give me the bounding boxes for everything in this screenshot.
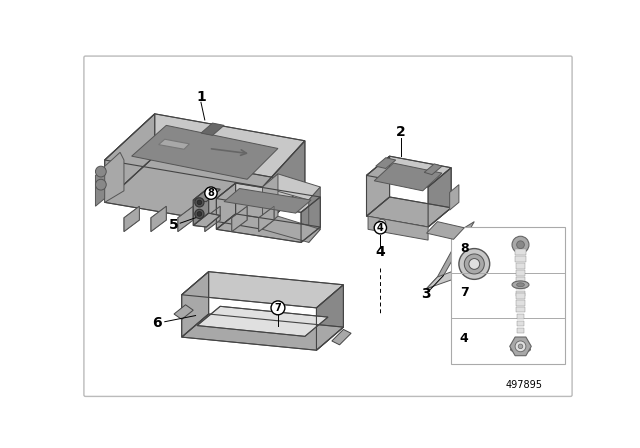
Circle shape (195, 198, 204, 207)
Polygon shape (450, 185, 459, 210)
Ellipse shape (511, 346, 531, 353)
Bar (515, 256, 525, 262)
Text: 4: 4 (460, 332, 468, 345)
Bar (516, 284, 525, 289)
Polygon shape (193, 213, 220, 227)
Polygon shape (193, 188, 209, 225)
Ellipse shape (516, 283, 524, 287)
Polygon shape (216, 183, 320, 212)
Polygon shape (376, 158, 396, 168)
Polygon shape (216, 214, 320, 242)
Polygon shape (367, 197, 451, 227)
Bar (517, 321, 524, 326)
Bar (516, 270, 525, 276)
Polygon shape (174, 305, 193, 319)
Ellipse shape (512, 281, 529, 289)
Polygon shape (262, 216, 320, 242)
Bar (516, 314, 524, 319)
Bar (516, 263, 525, 269)
Polygon shape (216, 183, 236, 229)
Circle shape (512, 236, 529, 253)
Polygon shape (332, 329, 351, 345)
Polygon shape (427, 222, 474, 289)
Polygon shape (151, 206, 166, 232)
Text: 8: 8 (207, 188, 214, 198)
Polygon shape (316, 285, 344, 350)
Polygon shape (182, 271, 209, 337)
Polygon shape (427, 222, 464, 239)
Text: 497895: 497895 (506, 380, 543, 390)
Bar (516, 293, 525, 299)
Circle shape (271, 301, 285, 315)
Polygon shape (428, 168, 451, 227)
Circle shape (516, 241, 524, 249)
Circle shape (459, 249, 490, 280)
Polygon shape (201, 123, 224, 135)
Polygon shape (368, 216, 428, 240)
Polygon shape (205, 206, 220, 232)
Circle shape (374, 222, 387, 234)
Polygon shape (182, 271, 344, 308)
Bar (516, 277, 525, 282)
Bar (515, 250, 526, 255)
Polygon shape (105, 114, 305, 187)
Polygon shape (424, 164, 442, 175)
Circle shape (464, 254, 484, 274)
Polygon shape (95, 168, 105, 206)
Text: 4: 4 (376, 246, 385, 259)
Polygon shape (374, 163, 442, 191)
Text: 7: 7 (460, 286, 468, 299)
Polygon shape (224, 189, 311, 213)
Circle shape (197, 211, 202, 216)
Text: 6: 6 (152, 316, 162, 330)
Circle shape (518, 344, 523, 349)
Polygon shape (262, 141, 305, 229)
Text: 2: 2 (396, 125, 406, 139)
Bar (517, 328, 524, 333)
Text: 8: 8 (460, 242, 468, 255)
Circle shape (469, 258, 480, 269)
Text: 1: 1 (196, 90, 206, 104)
Polygon shape (178, 206, 193, 232)
Bar (516, 300, 525, 306)
Text: 7: 7 (275, 303, 282, 313)
Polygon shape (262, 174, 278, 229)
Bar (516, 307, 525, 313)
Bar (516, 291, 525, 296)
Polygon shape (367, 156, 451, 187)
Text: 5: 5 (169, 219, 179, 233)
Circle shape (197, 200, 202, 205)
Polygon shape (367, 156, 390, 216)
Polygon shape (262, 174, 320, 200)
Polygon shape (105, 114, 155, 202)
Polygon shape (308, 187, 320, 242)
Polygon shape (259, 206, 274, 232)
Polygon shape (193, 188, 220, 202)
Polygon shape (103, 152, 124, 202)
Text: 4: 4 (377, 223, 384, 233)
Polygon shape (301, 197, 320, 242)
Text: 3: 3 (421, 287, 431, 301)
Polygon shape (105, 156, 305, 229)
Circle shape (95, 179, 106, 190)
Bar (451, 227, 565, 364)
Circle shape (378, 220, 386, 227)
Polygon shape (197, 306, 328, 336)
Polygon shape (132, 125, 278, 179)
Polygon shape (182, 314, 344, 350)
Polygon shape (159, 139, 189, 149)
Circle shape (205, 187, 217, 199)
Circle shape (195, 209, 204, 219)
Circle shape (380, 222, 383, 225)
Polygon shape (124, 206, 140, 232)
Polygon shape (232, 206, 247, 232)
Circle shape (95, 166, 106, 177)
Polygon shape (427, 262, 478, 289)
Circle shape (515, 341, 526, 352)
